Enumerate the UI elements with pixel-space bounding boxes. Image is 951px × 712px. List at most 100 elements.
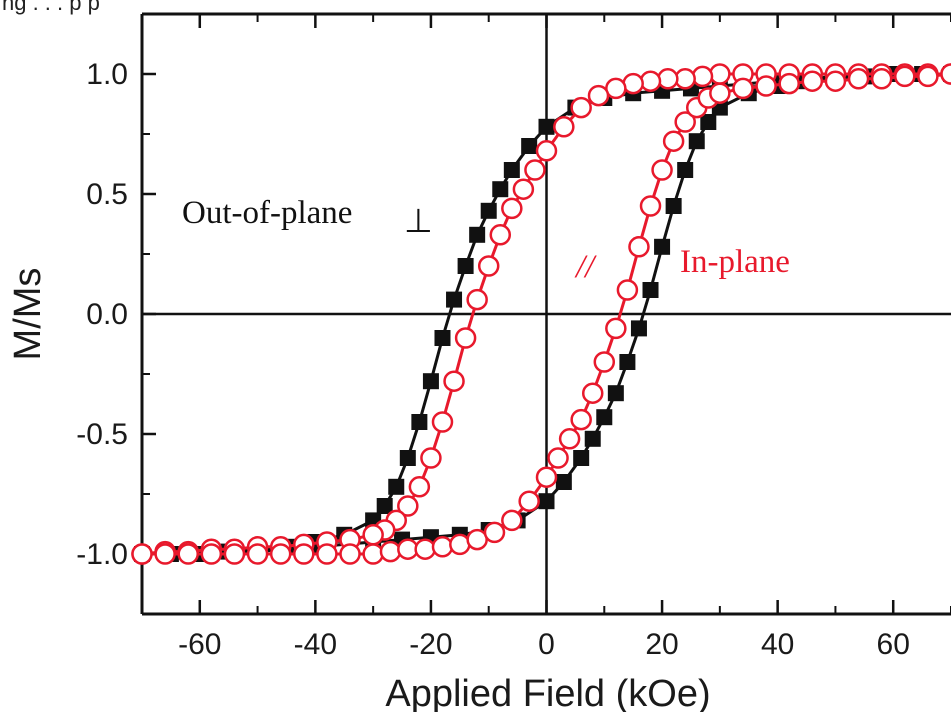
data-point-circle: [379, 540, 402, 563]
data-point-circle: [917, 65, 939, 88]
x-axis-ticks: -60 -40 -20 0 20 40 60: [141, 14, 951, 661]
y-tick-label: 0.0: [86, 298, 128, 331]
data-point-circle: [639, 195, 662, 217]
data-point-square: [607, 385, 624, 402]
data-point-square: [584, 430, 601, 447]
data-point-square: [555, 474, 572, 490]
series-line: [142, 72, 951, 556]
data-point-square: [642, 282, 659, 298]
data-point-circle: [131, 543, 153, 565]
data-point-circle: [154, 543, 176, 565]
data-point-circle: [397, 495, 419, 517]
data-point-square: [688, 133, 705, 150]
data-point-circle: [755, 75, 777, 97]
data-point-circle: [570, 96, 592, 119]
data-point-circle: [662, 130, 685, 152]
data-point-circle: [443, 370, 465, 392]
data-point-circle: [778, 72, 800, 95]
data-point-circle: [824, 70, 847, 92]
data-point-circle: [870, 68, 893, 90]
data-point-circle: [483, 521, 506, 544]
data-point-square: [630, 320, 647, 337]
data-point-circle: [709, 82, 731, 104]
data-point-circle: [408, 476, 431, 498]
data-point-square: [654, 238, 671, 255]
data-point-circle: [709, 63, 731, 85]
y-tick-label: -1.0: [76, 538, 128, 571]
header-fragment: ng . . . p p: [2, 0, 100, 15]
data-point-circle: [674, 111, 696, 133]
y-axis-title: M/Ms: [7, 268, 49, 361]
data-point-square: [422, 373, 439, 390]
data-point-square: [521, 138, 538, 154]
series-line: [141, 72, 951, 556]
data-point-circle: [847, 68, 870, 90]
data-point-circle: [489, 224, 512, 246]
data-point-circle: [431, 411, 454, 433]
data-point-square: [434, 330, 451, 346]
data-point-square: [700, 114, 717, 130]
series-in-plane: [131, 63, 951, 565]
data-point-circle: [524, 159, 546, 181]
data-point-circle: [362, 543, 384, 565]
perpendicular-symbol: ⊥: [404, 204, 433, 240]
data-point-square: [399, 450, 416, 466]
data-point-circle: [200, 543, 223, 565]
data-point-circle: [512, 178, 535, 200]
data-point-circle: [316, 543, 338, 565]
data-point-circle: [518, 490, 540, 512]
data-point-circle: [501, 197, 523, 220]
data-point-circle: [639, 70, 662, 92]
y-axis-ticks: -1.0 -0.5 0.0 0.5 1.0: [76, 13, 156, 615]
data-point-square: [457, 258, 474, 274]
data-point-circle: [246, 543, 269, 565]
data-point-circle: [558, 428, 581, 450]
data-point-circle: [587, 84, 610, 107]
series-layer: [131, 63, 951, 565]
data-point-circle: [223, 543, 246, 565]
data-point-circle: [894, 65, 916, 88]
data-point-circle: [553, 116, 575, 138]
y-tick-label: 0.5: [86, 178, 128, 211]
data-point-circle: [449, 533, 471, 556]
data-point-square: [665, 198, 682, 214]
data-point-circle: [477, 255, 500, 277]
data-point-square: [503, 162, 520, 178]
data-point-square: [596, 409, 613, 426]
data-point-square: [677, 162, 694, 178]
x-axis-title: Applied Field (kOe): [385, 673, 710, 712]
x-tick-label: 0: [538, 628, 555, 661]
data-point-circle: [801, 70, 824, 92]
data-point-square: [492, 181, 509, 198]
data-point-circle: [466, 288, 488, 311]
data-point-square: [376, 498, 393, 514]
data-point-circle: [431, 536, 454, 558]
data-point-circle: [593, 351, 616, 373]
data-point-circle: [657, 68, 679, 90]
data-point-square: [480, 202, 497, 219]
parallel-symbol: //: [574, 249, 597, 285]
x-tick-label: 60: [877, 628, 910, 661]
x-tick-label: 20: [645, 628, 678, 661]
data-point-circle: [605, 317, 627, 340]
data-point-square: [446, 291, 463, 308]
annotation-out-of-plane: Out-of-plane: [182, 195, 352, 231]
data-point-circle: [940, 63, 951, 85]
x-tick-label: -40: [294, 628, 337, 661]
annotation-in-plane: In-plane: [680, 244, 790, 280]
data-point-square: [573, 450, 590, 466]
data-point-circle: [269, 543, 292, 565]
data-point-square: [469, 226, 486, 243]
x-tick-label: 40: [761, 628, 794, 661]
data-point-circle: [616, 279, 639, 301]
data-point-circle: [339, 543, 361, 565]
data-point-circle: [454, 327, 477, 349]
data-point-circle: [691, 65, 714, 88]
data-point-circle: [293, 543, 315, 565]
data-point-square: [388, 478, 405, 495]
data-point-square: [538, 493, 555, 510]
x-tick-label: -20: [409, 628, 452, 661]
data-point-circle: [547, 447, 569, 469]
data-point-circle: [651, 159, 673, 181]
